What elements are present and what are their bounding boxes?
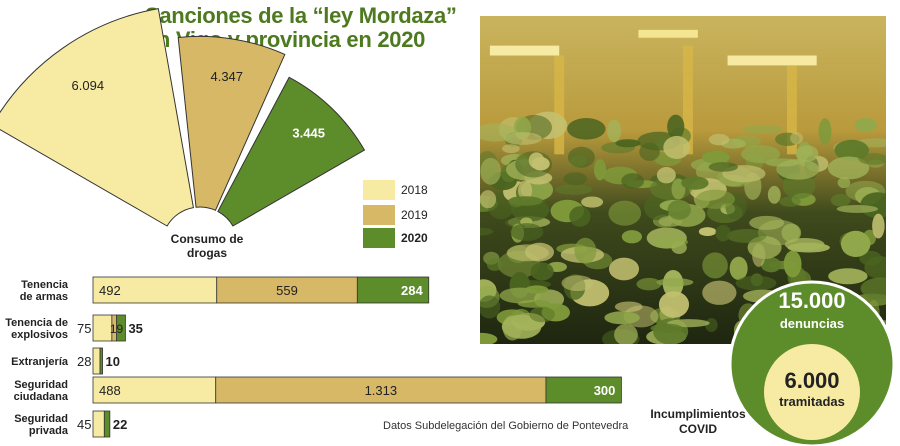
- covid-tramitadas-value: 6.000: [784, 368, 839, 393]
- fan-category-label: drogas: [187, 246, 227, 260]
- bar-value-label-2020: 10: [106, 354, 120, 369]
- bar-segment-2019: [216, 276, 358, 304]
- grow-lamp: [727, 55, 817, 66]
- bar-segment-2018: [92, 347, 101, 375]
- chart-title-line1: Sanciones de la “ley Mordaza”: [145, 3, 457, 28]
- fan-sector-2018: [0, 8, 194, 227]
- legend-label-2018: 2018: [401, 183, 428, 197]
- bar-category-label: Seguridad: [14, 379, 68, 391]
- covid-tramitadas-label: tramitadas: [779, 394, 845, 409]
- covid-tramitadas-circle: [764, 344, 860, 440]
- bar-segment-2018: [92, 410, 105, 438]
- grow-lamp: [638, 29, 698, 38]
- legend-swatch-2020: [363, 228, 395, 248]
- bar-value-label-2020: 300: [594, 383, 616, 398]
- fan-sector-2019: [177, 35, 286, 211]
- bar-segment-2020: [116, 314, 126, 342]
- bar-category-label: Tenencia de: [5, 317, 68, 329]
- bar-category-label: Extranjería: [11, 356, 69, 368]
- bar-value-label-2018: 75: [77, 321, 91, 336]
- fan-value-label-2018: 6.094: [72, 78, 105, 93]
- bar-segment-2018: [92, 276, 218, 304]
- bar-value-label-2018: 488: [99, 383, 121, 398]
- fan-category-label: Consumo de: [171, 232, 244, 246]
- fan-value-label-2019: 4.347: [210, 69, 243, 84]
- legend-swatch-2019: [363, 205, 395, 225]
- bar-category-label: privada: [29, 425, 69, 437]
- bar-category-label: Tenencia: [21, 279, 69, 291]
- bar-category-label: explosivos: [11, 329, 68, 341]
- source-note: Datos Subdelegación del Gobierno de Pont…: [383, 420, 629, 432]
- bar-value-label-2019: 1.313: [365, 383, 398, 398]
- fan-value-label-2020: 3.445: [292, 125, 325, 140]
- bar-segment-2020: [103, 410, 111, 438]
- bar-segment-2020: [99, 347, 103, 375]
- bar-value-label-2020: 284: [401, 283, 423, 298]
- covid-caption-line1: Incumplimientos: [650, 407, 746, 421]
- bar-value-label-2018: 45: [77, 417, 91, 432]
- bar-segment-2020: [545, 376, 622, 404]
- bar-segment-2018: [92, 376, 217, 404]
- bar-category-label: de armas: [20, 291, 68, 303]
- legend-label-2019: 2019: [401, 208, 428, 222]
- bar-value-label-2019: 559: [276, 283, 298, 298]
- bar-segment-2020: [356, 276, 430, 304]
- bar-value-label-2019: 19: [110, 322, 124, 336]
- covid-caption-line2: COVID: [679, 422, 717, 436]
- bar-category-label: ciudadana: [14, 391, 69, 403]
- bar-value-label-2018: 492: [99, 283, 121, 298]
- bar-segment-2019: [215, 376, 547, 404]
- chart-title: Sanciones de la “ley Mordaza” en Vigo y …: [145, 4, 457, 52]
- grow-lamp: [489, 45, 560, 56]
- legend-label-2020: 2020: [401, 231, 428, 245]
- bar-category-label: Seguridad: [14, 413, 68, 425]
- bar-value-label-2018: 28: [77, 354, 91, 369]
- fan-sector-2020: [217, 76, 366, 227]
- bar-value-label-2020: 35: [128, 321, 142, 336]
- bar-value-label-2020: 22: [113, 417, 127, 432]
- cannabis-plants-photo: [478, 14, 888, 346]
- legend-swatch-2018: [363, 180, 395, 200]
